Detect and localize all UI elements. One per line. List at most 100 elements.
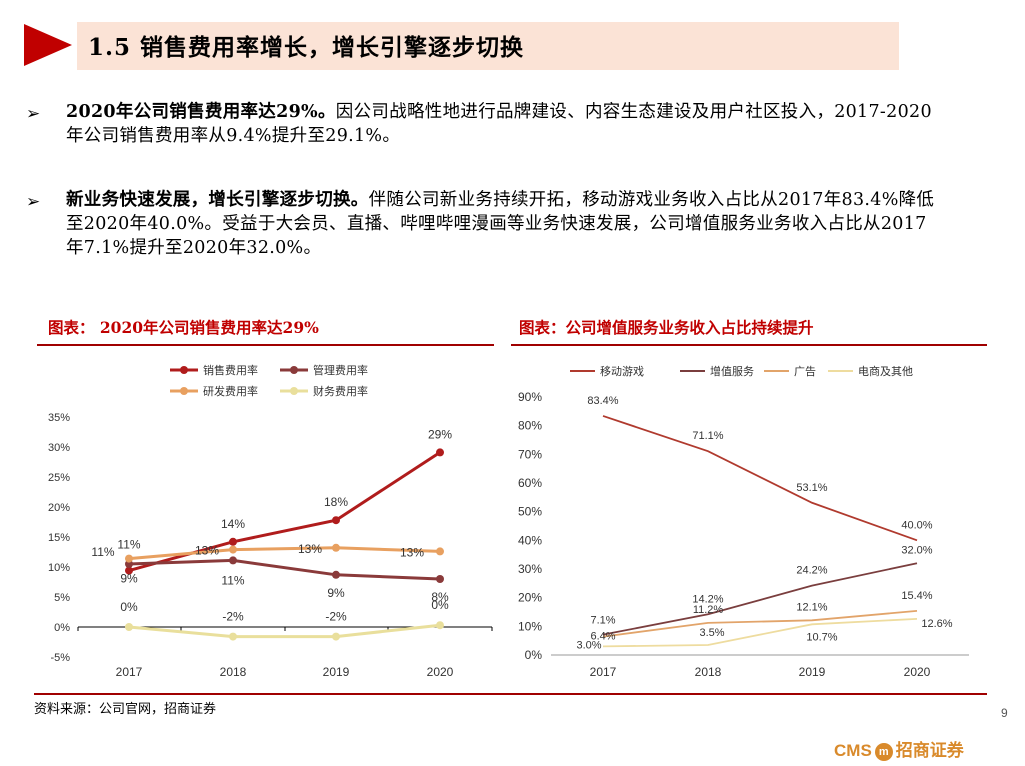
data-label-3: 3.0% — [576, 639, 601, 651]
data-label-2: 13% — [400, 545, 424, 559]
logo-right-text: 招商证券 — [895, 741, 964, 760]
data-label-0: 71.1% — [692, 430, 723, 442]
x-tick-label: 2020 — [427, 665, 454, 679]
series-line-2 — [602, 609, 918, 638]
logo-left-text: CMS — [834, 741, 872, 760]
bullet-paragraph-2: 新业务快速发展，增长引擎逐步切换。伴随公司新业务持续开拓，移动游戏业务收入占比从… — [66, 188, 936, 260]
title-banner — [77, 22, 899, 70]
y-tick-label: 40% — [518, 533, 542, 547]
data-label-2: 11.2% — [693, 604, 724, 616]
x-tick-label: 2018 — [220, 665, 247, 679]
legend-label: 研发费用率 — [203, 384, 258, 398]
y-tick-label: 20% — [48, 502, 70, 514]
data-label-1: 8% — [431, 590, 449, 604]
y-tick-label: 35% — [48, 412, 70, 424]
page-number: 9 — [1001, 706, 1008, 720]
y-tick-label: 0% — [54, 622, 70, 634]
bullet-text-1: 因公司战略性地进行品牌建设、内容生态建设及用户社区投入，2017-2020年公司… — [66, 102, 932, 146]
y-tick-label: 70% — [518, 447, 542, 461]
data-label-1: 14.2% — [692, 593, 723, 605]
x-tick-label: 2017 — [116, 665, 143, 679]
title-triangle-icon — [24, 24, 72, 66]
cms-logo: CMS m 招商证券 — [834, 736, 964, 761]
y-tick-label: 20% — [518, 591, 542, 605]
data-label-0: 53.1% — [796, 482, 827, 494]
y-tick-label: 10% — [518, 619, 542, 633]
data-point-0 — [436, 448, 444, 457]
data-point-2 — [125, 554, 133, 563]
legend-marker — [180, 366, 188, 374]
series-line-3 — [128, 623, 441, 639]
y-tick-label: 90% — [518, 390, 542, 404]
data-label-0: 29% — [428, 427, 452, 441]
data-point-1 — [332, 570, 340, 579]
bullet-paragraph-1: 2020年公司销售费用率达29%。因公司战略性地进行品牌建设、内容生态建设及用户… — [66, 100, 936, 148]
data-label-1: 11% — [221, 573, 244, 587]
x-tick-label: 2020 — [904, 665, 931, 679]
data-label-2: 15.4% — [901, 590, 932, 602]
bullet-arrow-icon: ➢ — [26, 192, 41, 212]
source-note: 资料来源：公司官网，招商证券 — [34, 702, 217, 717]
data-point-2 — [229, 545, 237, 554]
data-point-2 — [332, 543, 340, 552]
y-tick-label: -5% — [50, 652, 70, 664]
x-tick-label: 2019 — [799, 665, 826, 679]
chart-1-top-rule — [37, 344, 494, 346]
y-tick-label: 25% — [48, 472, 70, 484]
data-label-3: -2% — [222, 610, 244, 624]
legend-label: 财务费用率 — [313, 384, 368, 398]
bullet-text-2: 伴随公司新业务持续开拓，移动游戏业务收入占比从2017年83.4%降低至2020… — [66, 190, 935, 258]
data-label-2: 13% — [195, 544, 219, 558]
data-label-3: 0% — [431, 598, 449, 612]
data-label-3: 12.6% — [921, 618, 952, 630]
data-label-3: 3.5% — [699, 627, 724, 639]
data-label-1: 32.0% — [901, 544, 932, 556]
bullet-arrow-icon: ➢ — [26, 104, 41, 124]
data-label-1: 24.2% — [796, 565, 827, 577]
data-label-0: 40.0% — [901, 519, 932, 531]
series-line-1 — [128, 558, 441, 581]
x-tick-label: 2018 — [695, 665, 722, 679]
data-point-0 — [125, 566, 133, 575]
series-line-0 — [128, 451, 441, 573]
data-label-3: -2% — [325, 610, 347, 624]
data-label-3: 10.7% — [806, 631, 837, 643]
legend-label: 增值服务 — [710, 364, 754, 378]
legend-label: 管理费用率 — [313, 363, 368, 377]
y-tick-label: 30% — [518, 562, 542, 576]
series-line-2 — [128, 546, 441, 561]
data-point-0 — [332, 516, 340, 525]
data-label-3: 0% — [120, 600, 138, 614]
chart-1-title: 图表： 2020年公司销售费用率达29% — [48, 318, 319, 337]
x-tick-label: 2019 — [323, 665, 350, 679]
legend-marker — [180, 387, 188, 395]
legend-label: 广告 — [794, 365, 816, 378]
data-label-2: 6.4% — [590, 631, 615, 643]
data-point-3 — [229, 632, 237, 641]
data-point-1 — [229, 556, 237, 565]
series-line-0 — [602, 415, 918, 542]
y-tick-label: 60% — [518, 476, 542, 490]
series-line-3 — [602, 617, 918, 648]
bottom-rule — [34, 693, 987, 695]
data-point-1 — [436, 575, 444, 583]
chart-2-title: 图表：公司增值服务业务收入占比持续提升 — [519, 318, 814, 337]
x-tick-label: 2017 — [590, 665, 617, 679]
data-point-3 — [332, 632, 340, 641]
series-line-1 — [602, 562, 918, 636]
data-point-3 — [436, 621, 444, 630]
data-label-2: 11% — [117, 538, 140, 552]
legend-marker — [290, 366, 298, 374]
data-label-1: 11% — [91, 545, 114, 559]
data-label-1: 9% — [327, 586, 345, 600]
legend-label: 电商及其他 — [858, 364, 913, 378]
data-label-0: 14% — [221, 517, 245, 531]
y-tick-label: 30% — [48, 442, 70, 454]
y-tick-label: 10% — [48, 562, 70, 574]
data-point-2 — [436, 547, 444, 556]
bullet-lead-2: 新业务快速发展，增长引擎逐步切换。 — [66, 190, 369, 210]
legend-marker — [290, 387, 298, 395]
chart-2-top-rule — [511, 344, 987, 346]
